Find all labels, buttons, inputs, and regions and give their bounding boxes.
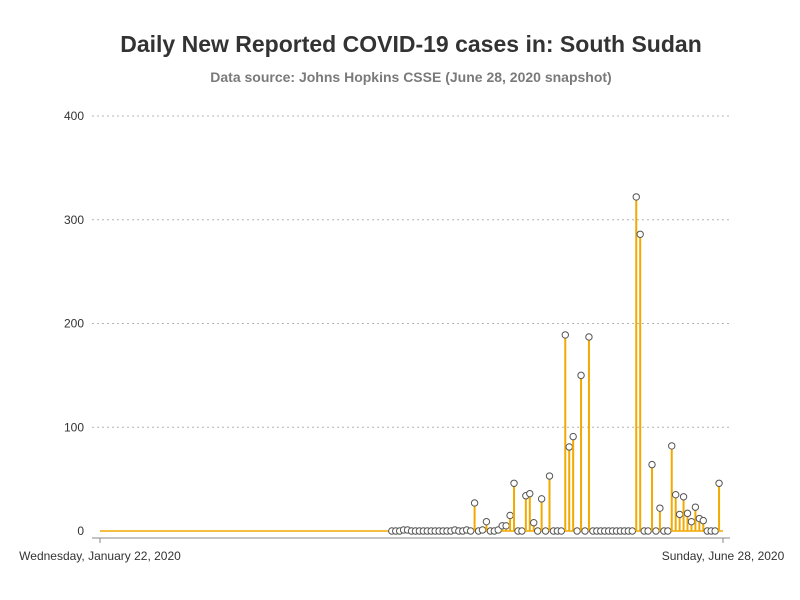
data-point-66 (648, 460, 656, 469)
series-cases (100, 193, 723, 535)
data-point-23 (478, 526, 487, 534)
data-point-48 (577, 371, 585, 380)
grid-lines (92, 115, 730, 428)
data-point-47 (573, 527, 581, 535)
data-point-61 (628, 527, 637, 535)
data-point-72 (671, 490, 680, 499)
data-point-43 (557, 527, 566, 535)
data-point-40 (545, 472, 554, 480)
data-point-24 (482, 517, 491, 526)
data-point-75 (683, 509, 692, 518)
data-point-68 (656, 504, 664, 512)
data-point-50 (585, 333, 593, 341)
data-point-77 (691, 503, 700, 511)
y-tick-label-100: 100 (64, 420, 84, 434)
data-point-62 (632, 193, 640, 201)
data-point-44 (561, 331, 569, 339)
data-point-46 (569, 432, 577, 441)
chart-title: Daily New Reported COVID-19 cases in: So… (120, 31, 702, 57)
y-axis-ticks: 0 100 200 300 400 (64, 109, 84, 538)
data-point-45 (565, 443, 573, 451)
chart-subtitle: Data source: Johns Hopkins CSSE (June 28… (210, 69, 611, 85)
y-tick-label-0: 0 (77, 524, 84, 538)
x-axis-end-label: Sunday, June 28, 2020 (662, 549, 785, 563)
data-point-29 (502, 522, 510, 530)
data-point-71 (668, 442, 676, 450)
data-point-49 (581, 527, 589, 535)
data-point-73 (675, 510, 684, 519)
data-point-74 (679, 493, 688, 501)
data-point-82 (711, 527, 719, 535)
data-point-39 (541, 527, 550, 535)
data-point-63 (636, 230, 644, 238)
data-point-67 (652, 527, 660, 535)
data-point-70 (664, 527, 672, 535)
y-tick-label-400: 400 (64, 109, 84, 123)
data-point-38 (537, 495, 546, 503)
data-point-35 (526, 489, 534, 498)
data-point-33 (518, 527, 526, 535)
data-point-83 (715, 479, 723, 487)
data-point-76 (687, 517, 696, 526)
data-point-65 (644, 527, 652, 535)
data-point-20 (466, 527, 475, 535)
y-tick-label-200: 200 (64, 317, 84, 331)
y-tick-label-300: 300 (64, 213, 84, 227)
data-point-30 (506, 511, 514, 520)
data-point-21 (470, 499, 479, 507)
data-point-31 (510, 479, 518, 487)
x-axis-start-label: Wednesday, January 22, 2020 (19, 549, 181, 563)
data-point-79 (699, 516, 707, 525)
data-point-37 (533, 527, 542, 535)
data-point-36 (530, 519, 538, 527)
